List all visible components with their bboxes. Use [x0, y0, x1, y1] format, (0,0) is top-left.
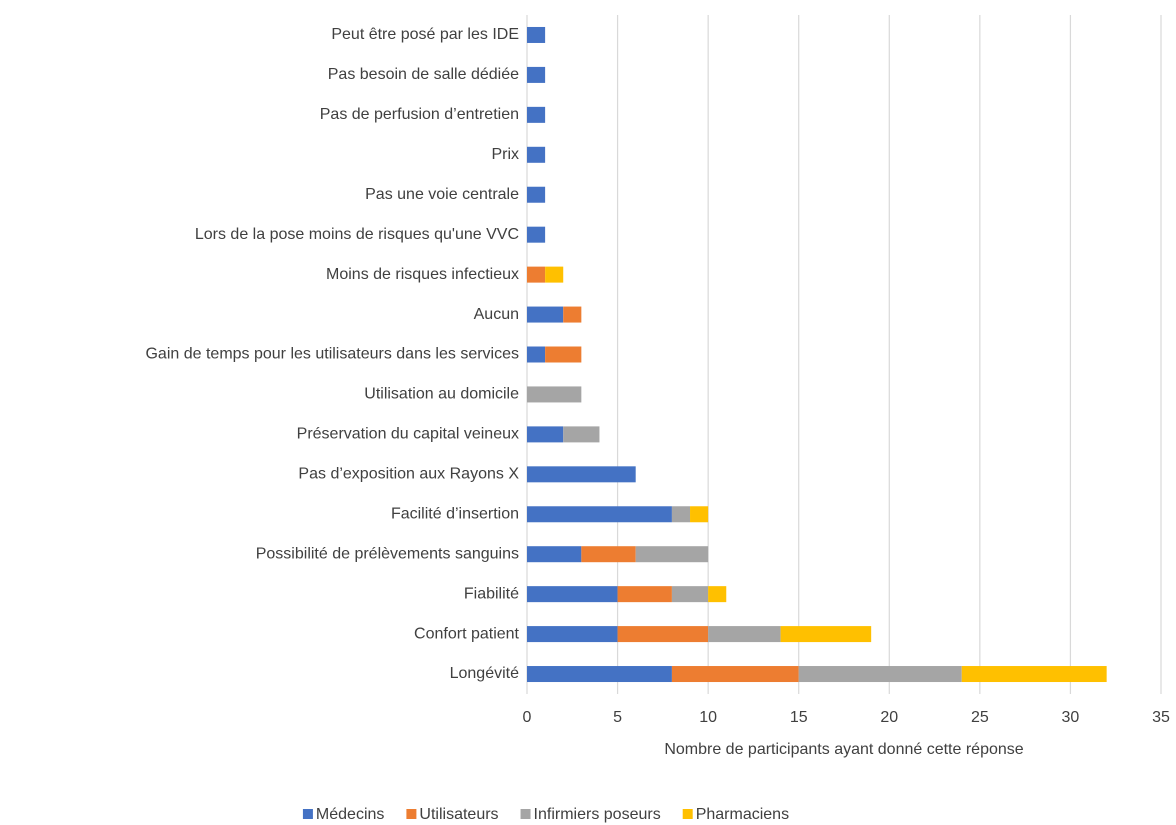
bar-segment [527, 386, 582, 403]
bar-segment [708, 586, 727, 603]
bar-segment [527, 626, 618, 643]
bar-segment [527, 346, 546, 363]
bar-segment [527, 186, 546, 203]
bar-segment [527, 426, 564, 443]
bar-segment [527, 26, 546, 43]
bar-segment [635, 546, 709, 563]
bar-segment [563, 306, 582, 323]
y-tick-label: Pas besoin de salle dédiée [328, 66, 519, 83]
x-tick-label: 10 [699, 709, 717, 726]
y-tick-label: Aucun [474, 306, 519, 323]
y-tick-label: Fiabilité [464, 585, 519, 602]
x-tick-label: 20 [880, 709, 898, 726]
bar-segment [527, 586, 618, 603]
x-tick-label: 5 [613, 709, 622, 726]
y-tick-label: Préservation du capital veineux [297, 426, 519, 443]
bar-segment [527, 106, 546, 123]
bar-segment [780, 626, 872, 643]
y-tick-label: Pas une voie centrale [365, 186, 519, 203]
bar-segment [671, 506, 691, 523]
bar-segment [527, 66, 546, 83]
bar-segment [617, 586, 672, 603]
y-tick-label: Gain de temps pour les utilisateurs dans… [145, 346, 519, 363]
bar-segment [527, 666, 672, 683]
bar-segment [527, 546, 582, 563]
bar-segment [708, 626, 781, 643]
legend-label: Médecins [316, 806, 384, 823]
y-tick-label: Longévité [450, 665, 519, 682]
bar-segment [545, 266, 564, 283]
bar-segment [563, 426, 600, 443]
y-tick-label: Lors de la pose moins de risques qu'une … [195, 226, 519, 243]
y-tick-label: Possibilité de prélèvements sanguins [256, 545, 519, 562]
y-tick-label: Utilisation au domicile [364, 386, 519, 403]
bar-segment [527, 226, 546, 243]
bar-segment [798, 666, 962, 683]
legend-swatch [520, 809, 531, 819]
legend-swatch [406, 809, 417, 819]
bar-segment [527, 146, 546, 163]
bar-segment [527, 506, 672, 523]
bar-segment [527, 466, 636, 483]
y-tick-label: Pas d’exposition aux Rayons X [298, 466, 519, 483]
bar-segment [527, 266, 546, 283]
x-tick-label: 15 [790, 709, 808, 726]
x-tick-label: 35 [1152, 709, 1170, 726]
y-tick-label: Peut être posé par les IDE [331, 26, 519, 43]
legend-swatch [302, 809, 313, 819]
bar-segment [961, 666, 1107, 683]
legend-label: Utilisateurs [419, 806, 498, 823]
y-tick-label: Moins de risques infectieux [326, 266, 519, 283]
legend-label: Pharmaciens [696, 806, 789, 823]
bar-segment [527, 306, 564, 323]
bar-segment [690, 506, 709, 523]
bar-segment [545, 346, 582, 363]
x-tick-label: 0 [523, 709, 532, 726]
bar-segment [671, 666, 799, 683]
legend-label: Infirmiers poseurs [534, 806, 661, 823]
bar-segment [617, 626, 709, 643]
x-tick-label: 30 [1062, 709, 1080, 726]
y-tick-label: Facilité d’insertion [391, 505, 519, 522]
y-tick-label: Confort patient [414, 625, 520, 642]
x-axis-label: Nombre de participants ayant donné cette… [664, 741, 1023, 758]
y-tick-label: Prix [491, 146, 519, 163]
bar-segment [581, 546, 636, 563]
x-tick-label: 25 [971, 709, 989, 726]
y-tick-label: Pas de perfusion d’entretien [320, 106, 519, 123]
legend-swatch [682, 809, 693, 819]
bar-segment [671, 586, 709, 603]
